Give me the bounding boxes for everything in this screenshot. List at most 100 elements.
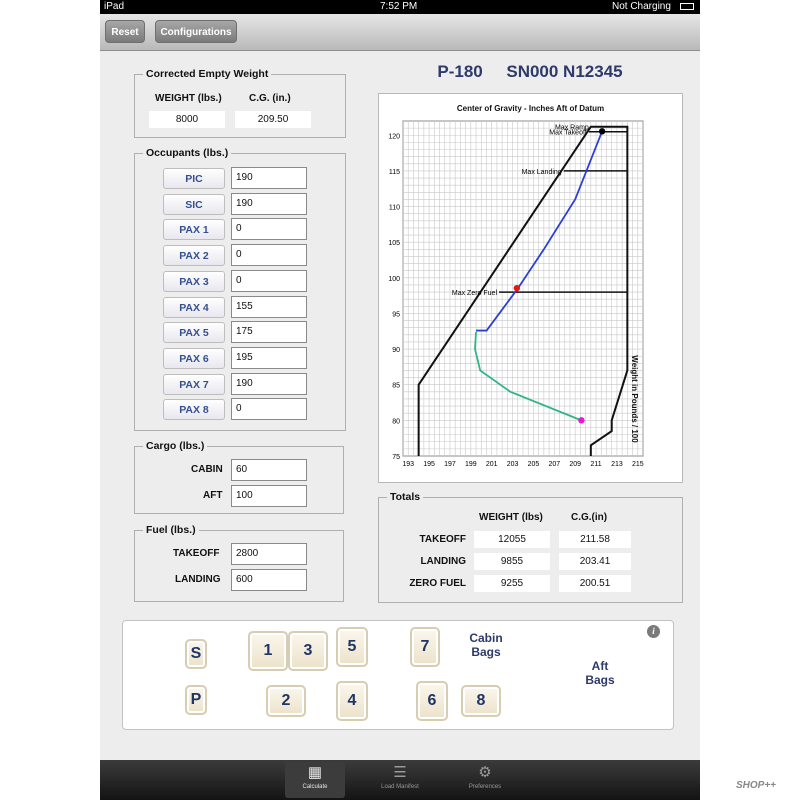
aircraft-serial: SN000 N12345: [506, 62, 623, 81]
totals-cg-header: C.G.(in): [571, 512, 608, 523]
ipad-screen: iPad 7:52 PM Not Charging Reset Configur…: [100, 0, 700, 800]
occupant-seat-button[interactable]: SIC: [163, 193, 225, 215]
occupants-title: Occupants (lbs.): [143, 147, 232, 160]
x-tick-label: 203: [507, 461, 519, 468]
occupant-weight-input[interactable]: 155: [231, 295, 307, 318]
limit-line-label: Max Takeoff: [549, 130, 587, 137]
occupant-weight-input[interactable]: 190: [231, 192, 307, 215]
info-icon[interactable]: i: [647, 625, 660, 638]
y-tick-label: 110: [389, 205, 400, 212]
status-bar: iPad 7:52 PM Not Charging: [100, 0, 700, 14]
tab-calculate[interactable]: ▦ Calculate: [285, 762, 345, 798]
seat-3-button[interactable]: 3: [288, 631, 328, 671]
landing-fuel-input[interactable]: 600: [231, 569, 307, 591]
empty-weight-title: Corrected Empty Weight: [143, 68, 272, 81]
aircraft-model: P-180: [437, 62, 483, 81]
occupant-seat-button[interactable]: PAX 1: [163, 219, 225, 241]
occupant-weight-input[interactable]: 0: [231, 398, 307, 421]
x-tick-label: 215: [632, 461, 644, 468]
totals-group: Totals WEIGHT (lbs) C.G.(in) TAKEOFF 1205…: [378, 491, 683, 603]
y-tick-label: 75: [392, 454, 400, 461]
x-tick-label: 195: [423, 461, 435, 468]
occupant-weight-input[interactable]: 190: [231, 167, 307, 189]
occupant-seat-button[interactable]: PAX 3: [163, 270, 225, 292]
cg-envelope-line: [417, 125, 629, 456]
seat-2-button[interactable]: 2: [266, 685, 306, 717]
seat-1-button[interactable]: 1: [248, 631, 288, 671]
y-tick-label: 115: [389, 169, 400, 176]
occupant-weight-input[interactable]: 0: [231, 244, 307, 267]
configurations-button[interactable]: Configurations: [155, 20, 237, 43]
battery-status: Not Charging: [612, 1, 671, 12]
totals-title: Totals: [387, 491, 424, 504]
seat-7-button[interactable]: 7: [410, 627, 440, 667]
occupant-weight-input[interactable]: 175: [231, 321, 307, 344]
cg-point: [513, 284, 521, 292]
occupant-seat-button[interactable]: PAX 4: [163, 296, 225, 318]
y-tick-label: 120: [388, 133, 400, 140]
cabin-cargo-label: CABIN: [191, 464, 223, 475]
totals-weight-value: 12055: [474, 531, 550, 548]
totals-row-label: ZERO FUEL: [409, 578, 466, 589]
cg-envelope-chart-panel: Center of Gravity - Inches Aft of Datum …: [378, 93, 683, 483]
reset-button[interactable]: Reset: [105, 20, 145, 43]
occupant-seat-button[interactable]: PAX 5: [163, 322, 225, 344]
takeoff-fuel-input[interactable]: 2800: [231, 543, 307, 565]
y-tick-label: 95: [392, 311, 400, 318]
cabin-cargo-input[interactable]: 60: [231, 459, 307, 481]
cg-point: [598, 128, 606, 135]
aft-cargo-label: AFT: [203, 490, 223, 501]
occupant-weight-input[interactable]: 0: [231, 218, 307, 241]
occupant-weight-input[interactable]: 195: [231, 346, 307, 369]
seat-6-button[interactable]: 6: [416, 681, 448, 721]
cargo-group: Cargo (lbs.) CABIN 60 AFT 100: [134, 440, 344, 514]
y-tick-label: 80: [392, 418, 400, 425]
gear-icon: ⚙: [478, 764, 492, 781]
cargo-title: Cargo (lbs.): [143, 440, 208, 453]
cg-trace-line: [474, 331, 582, 422]
aft-cargo-input[interactable]: 100: [231, 485, 307, 507]
x-tick-label: 199: [465, 461, 477, 468]
seat-8-button[interactable]: 8: [461, 685, 501, 717]
totals-row-label: LANDING: [420, 556, 466, 567]
occupant-weight-input[interactable]: 190: [231, 372, 307, 395]
limit-line-label: Max Ramp: [555, 125, 589, 132]
totals-row-label: TAKEOFF: [419, 534, 466, 545]
x-tick-label: 193: [402, 461, 414, 468]
occupant-seat-button[interactable]: PIC: [163, 168, 225, 189]
list-icon: ☰: [393, 764, 407, 781]
watermark-logo: SHOP++: [736, 780, 777, 791]
landing-fuel-label: LANDING: [175, 574, 221, 585]
aft-bags-button[interactable]: Aft Bags: [585, 659, 615, 687]
empty-weight-value: 8000: [149, 111, 225, 128]
tab-bar: ▦ Calculate ☰ Load Manifest ⚙ Preference…: [100, 760, 700, 800]
occupant-weight-input[interactable]: 0: [231, 269, 307, 292]
takeoff-fuel-label: TAKEOFF: [173, 548, 220, 559]
occupant-seat-button[interactable]: PAX 2: [163, 245, 225, 267]
seat-5-button[interactable]: 5: [336, 627, 368, 667]
cabin-bags-button[interactable]: Cabin Bags: [469, 631, 503, 659]
seat-s-button[interactable]: S: [185, 639, 207, 669]
totals-cg-value: 211.58: [559, 531, 631, 548]
seat-4-button[interactable]: 4: [336, 681, 368, 721]
tab-preferences[interactable]: ⚙ Preferences: [455, 762, 515, 798]
cg-trace-line: [476, 131, 603, 332]
empty-weight-group: Corrected Empty Weight WEIGHT (lbs.) C.G…: [134, 68, 346, 138]
totals-weight-value: 9855: [474, 553, 550, 570]
y-tick-label: 90: [392, 347, 400, 354]
calculator-icon: ▦: [307, 764, 323, 781]
tab-preferences-label: Preferences: [468, 784, 502, 790]
seat-p-button[interactable]: P: [185, 685, 207, 715]
chart-title: Center of Gravity - Inches Aft of Datum: [456, 104, 605, 113]
x-tick-label: 201: [486, 461, 498, 468]
x-tick-label: 197: [444, 461, 456, 468]
occupant-seat-button[interactable]: PAX 6: [163, 347, 225, 369]
occupant-seat-button[interactable]: PAX 8: [163, 399, 225, 421]
fuel-title: Fuel (lbs.): [143, 524, 199, 537]
tab-load-manifest[interactable]: ☰ Load Manifest: [370, 762, 430, 798]
weight-column-label: WEIGHT (lbs.): [155, 93, 222, 104]
y-tick-label: 100: [388, 276, 400, 283]
occupant-seat-button[interactable]: PAX 7: [163, 373, 225, 395]
x-tick-label: 209: [569, 461, 581, 468]
